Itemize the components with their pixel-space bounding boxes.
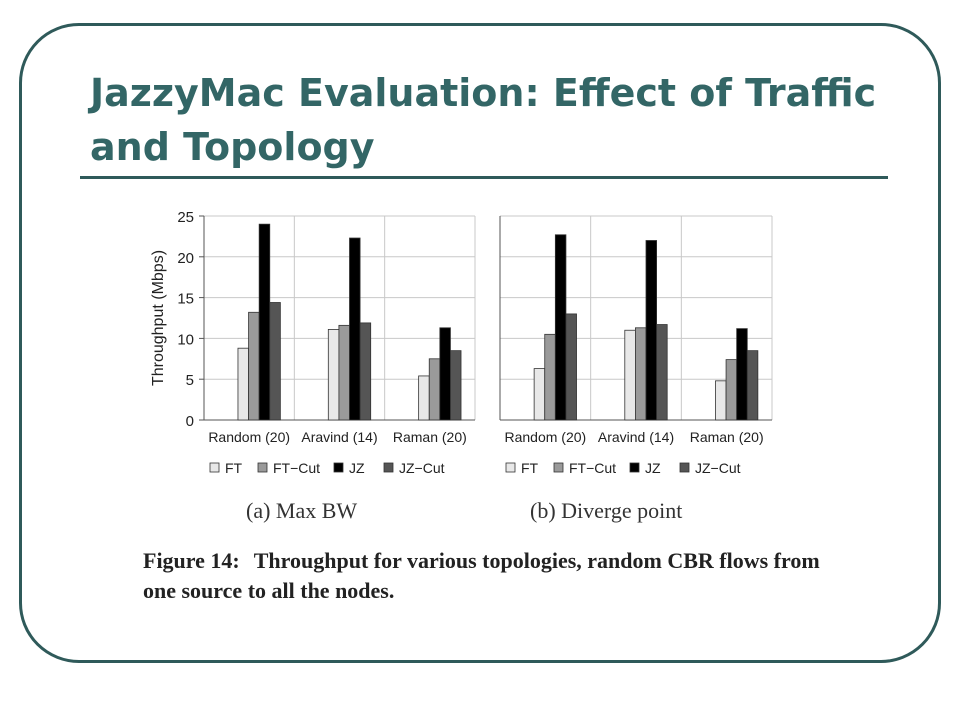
x-tick-label: Raman (20) xyxy=(690,429,764,445)
bar-aravind-2 xyxy=(349,237,361,421)
slide-frame xyxy=(19,23,941,663)
bar-random-2 xyxy=(258,223,271,421)
legend-label: JZ−Cut xyxy=(695,460,741,476)
bar-random-0 xyxy=(533,368,546,421)
legend-label: JZ−Cut xyxy=(399,460,445,476)
legend-label: JZ xyxy=(645,460,661,476)
bar-aravind-1 xyxy=(635,327,647,421)
y-tick-label: 20 xyxy=(177,250,194,267)
legend-swatch xyxy=(505,462,516,473)
bar-aravind-2 xyxy=(645,240,658,421)
bar-aravind-0 xyxy=(327,329,340,421)
legend-swatch xyxy=(257,462,268,473)
subcaption-b: (b) Diverge point xyxy=(530,498,683,523)
bar-raman-0 xyxy=(715,380,727,421)
y-tick-label: 25 xyxy=(177,209,194,226)
figure-caption: Figure 14: Throughput for various topolog… xyxy=(143,546,843,606)
bar-raman-3 xyxy=(746,350,759,421)
legend-label: FT xyxy=(225,460,243,476)
title-divider xyxy=(80,176,888,179)
x-tick-label: Random (20) xyxy=(504,429,586,445)
legend-label: FT−Cut xyxy=(273,460,320,476)
x-tick-label: Random (20) xyxy=(208,429,290,445)
x-tick-label: Aravind (14) xyxy=(598,429,674,445)
legend-swatch xyxy=(333,462,344,473)
bar-aravind-1 xyxy=(338,324,350,421)
y-tick-label: 0 xyxy=(186,413,194,430)
subcaption-a: (a) Max BW xyxy=(246,498,358,523)
bar-random-1 xyxy=(248,311,260,421)
bar-aravind-0 xyxy=(624,329,636,421)
y-tick-label: 10 xyxy=(177,331,194,348)
bar-aravind-3 xyxy=(359,322,372,421)
bar-raman-3 xyxy=(450,350,462,421)
legend-swatch xyxy=(209,462,220,473)
legend-label: FT xyxy=(521,460,539,476)
bar-random-3 xyxy=(565,313,577,421)
bar-aravind-3 xyxy=(656,324,668,421)
legend-swatch xyxy=(553,462,564,473)
y-tick-label: 15 xyxy=(177,291,194,308)
y-tick-label: 5 xyxy=(186,372,194,389)
legend-swatch xyxy=(383,462,394,473)
legend-swatch xyxy=(629,462,640,473)
x-tick-label: Aravind (14) xyxy=(301,429,377,445)
bar-raman-1 xyxy=(725,359,738,421)
legend-label: JZ xyxy=(349,460,365,476)
caption-text: Throughput for various topologies, rando… xyxy=(143,548,820,603)
bar-random-3 xyxy=(269,302,281,421)
bar-raman-0 xyxy=(418,375,430,421)
legend-swatch xyxy=(679,462,690,473)
bar-raman-1 xyxy=(428,358,441,421)
x-tick-label: Raman (20) xyxy=(393,429,467,445)
y-axis-label: Throughput (Mbps) xyxy=(150,250,167,386)
bar-random-2 xyxy=(554,234,567,421)
bar-random-0 xyxy=(237,347,249,421)
bar-random-1 xyxy=(544,333,556,421)
slide-title: JazzyMac Evaluation: Effect of Traffic a… xyxy=(90,71,877,169)
bar-raman-2 xyxy=(736,328,748,421)
bar-raman-2 xyxy=(439,327,451,421)
caption-number: Figure 14: xyxy=(143,548,240,573)
legend-label: FT−Cut xyxy=(569,460,616,476)
